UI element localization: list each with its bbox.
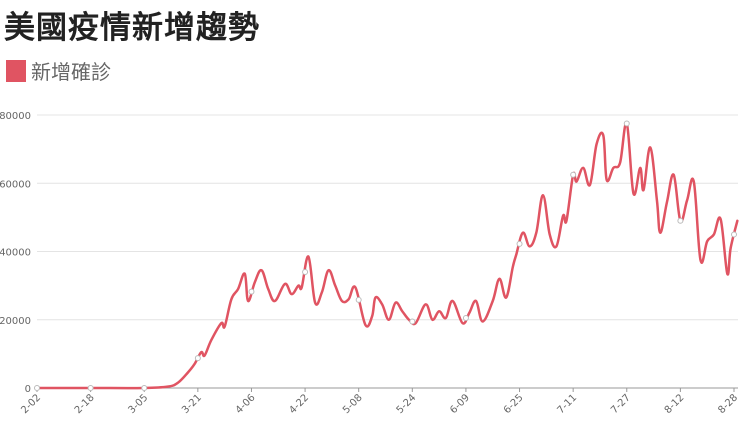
y-tick-label: 80000 — [0, 111, 31, 122]
data-point[interactable] — [194, 355, 201, 362]
data-point[interactable] — [570, 171, 577, 178]
y-tick-label: 60000 — [0, 179, 31, 190]
x-tick-label: 5-24 — [395, 392, 419, 416]
x-tick-label: 3-05 — [127, 392, 151, 416]
x-tick-label: 4-06 — [234, 392, 258, 416]
y-tick-label: 0 — [25, 384, 31, 395]
data-point[interactable] — [302, 268, 309, 275]
data-point[interactable] — [677, 217, 684, 224]
legend-label: 新增確診 — [31, 60, 111, 84]
series-markers — [34, 120, 737, 391]
series-line — [35, 122, 739, 390]
x-tick-label: 8-12 — [663, 392, 687, 416]
x-axis: 2-02 2-18 3-05 3-21 4-06 4-22 5-08 5-24 6-09 6-25… — [19, 388, 740, 416]
x-tick-label: 5-08 — [341, 392, 365, 416]
x-tick-label: 6-25 — [502, 392, 526, 416]
y-axis: 0 20000 40000 60000 80000 — [0, 111, 31, 395]
data-point[interactable] — [355, 296, 362, 303]
x-tick-label: 2-18 — [73, 392, 97, 416]
data-point[interactable] — [462, 315, 469, 322]
x-tick-label: 8-28 — [716, 392, 740, 416]
data-point[interactable] — [731, 231, 737, 238]
grid-lines — [37, 114, 738, 389]
legend-swatch — [6, 59, 26, 82]
x-tick-label: 7-27 — [609, 392, 633, 416]
data-point[interactable] — [248, 288, 255, 295]
x-tick-label: 7-11 — [555, 392, 579, 416]
page-title: 美國疫情新增趨勢 — [4, 10, 260, 46]
x-tick-label: 2-02 — [19, 392, 43, 416]
data-point[interactable] — [623, 120, 630, 127]
y-tick-label: 20000 — [0, 316, 31, 327]
x-tick-label: 4-22 — [287, 392, 311, 416]
x-tick-label: 3-21 — [180, 392, 204, 416]
data-point[interactable] — [141, 385, 148, 391]
x-tick-label: 6-09 — [448, 392, 472, 416]
legend[interactable]: 新增確診 — [6, 56, 111, 85]
data-point[interactable] — [516, 240, 523, 247]
data-point[interactable] — [34, 385, 40, 391]
data-point[interactable] — [87, 385, 94, 391]
y-tick-label: 40000 — [0, 248, 31, 259]
data-point[interactable] — [409, 318, 416, 325]
